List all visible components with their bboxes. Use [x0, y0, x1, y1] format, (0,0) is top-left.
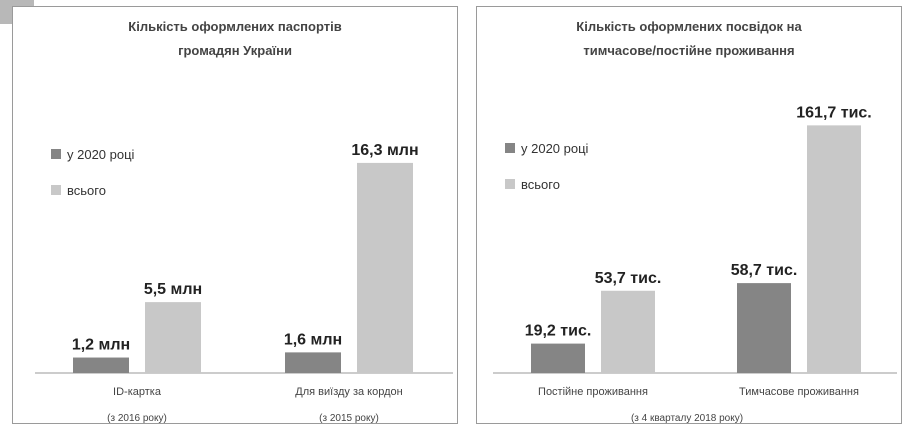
legend-swatch: [505, 179, 515, 189]
legend-item-2020: у 2020 році: [505, 137, 588, 159]
data-label: 19,2 тис.: [525, 323, 592, 340]
residence-permits-chart-plot: 19,2 тис. 53,7 тис. Постійне проживання 58,…: [493, 104, 897, 424]
bar-total-1: [357, 162, 413, 373]
data-label: 1,6 млн: [284, 331, 342, 348]
data-label: 5,5 млн: [144, 281, 202, 298]
bar-2020-1: [285, 352, 341, 373]
chart-title-line-2: громадян України: [178, 43, 292, 58]
legend-swatch: [505, 143, 515, 153]
data-label: 53,7 тис.: [595, 270, 662, 287]
legend-swatch: [51, 185, 61, 195]
legend-swatch: [51, 149, 61, 159]
legend-item-2020: у 2020 році: [51, 143, 134, 165]
axis-note: (з 4 кварталу 2018 року): [631, 413, 743, 424]
bar-total-0: [145, 302, 201, 373]
category-label: Тимчасове проживання: [739, 386, 859, 398]
bar-2020-0: [73, 357, 129, 373]
legend-item-total: всього: [505, 173, 588, 195]
passports-chart-plot: 1,2 млн 5,5 млн ID-картка (з 2016 року) 1,6 …: [35, 142, 453, 424]
passports-chart-panel: Кількість оформлених паспортів громадян …: [12, 6, 458, 424]
bar-total-1: [807, 125, 861, 373]
category-note: (з 2016 року): [107, 413, 167, 424]
legend-label: всього: [67, 182, 106, 198]
chart-title-line-1: Кількість оформлених паспортів: [128, 19, 342, 34]
category-note: (з 2015 року): [319, 413, 379, 424]
residence-permits-chart-panel: Кількість оформлених посвідок на тимчасо…: [476, 6, 902, 424]
data-label: 16,3 млн: [351, 142, 418, 159]
legend-label: у 2020 році: [521, 140, 589, 156]
category-label: Для виїзду за кордон: [295, 386, 402, 398]
category-label: ID-картка: [113, 386, 162, 398]
chart-legend: у 2020 році всього: [51, 143, 134, 215]
legend-label: всього: [521, 176, 560, 192]
bar-2020-1: [737, 283, 791, 373]
bar-2020-0: [531, 343, 585, 373]
category-label: Постійне проживання: [538, 386, 648, 398]
data-label: 161,7 тис.: [796, 104, 872, 121]
chart-legend: у 2020 році всього: [505, 137, 588, 209]
chart-title-line-1: Кількість оформлених посвідок на: [576, 19, 802, 34]
chart-title-line-2: тимчасове/постійне проживання: [583, 43, 795, 58]
legend-item-total: всього: [51, 179, 134, 201]
data-label: 1,2 млн: [72, 337, 130, 354]
legend-label: у 2020 році: [67, 146, 135, 162]
data-label: 58,7 тис.: [731, 262, 798, 279]
bar-total-0: [601, 290, 655, 373]
